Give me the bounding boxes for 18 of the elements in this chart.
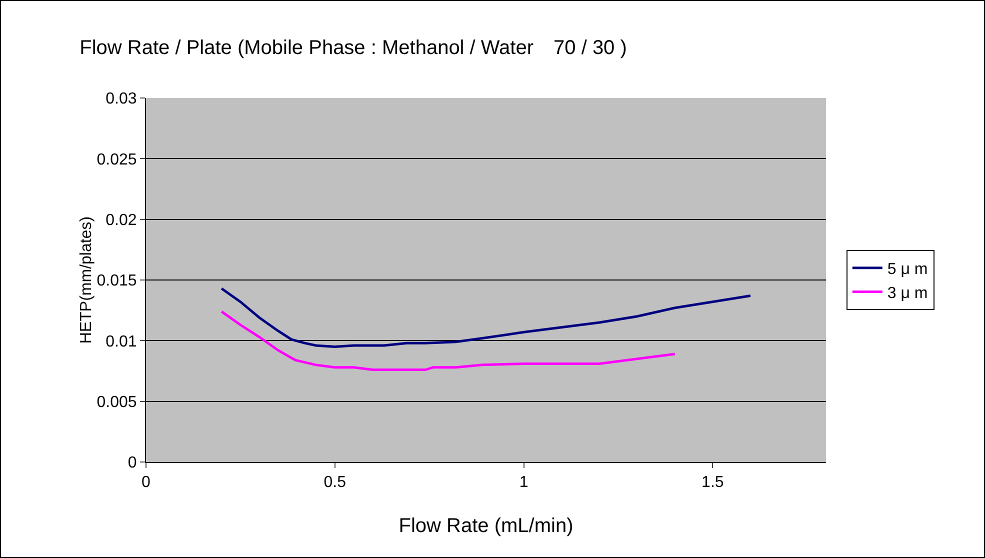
y-tick-label: 0.015 bbox=[96, 272, 137, 290]
legend-label: 3 μ m bbox=[887, 284, 928, 302]
legend-label: 5 μ m bbox=[887, 261, 928, 278]
x-axis-title: Flow Rate (mL/min) bbox=[398, 515, 574, 537]
x-tick-label: 0.5 bbox=[324, 474, 346, 492]
y-tick-label: 0.005 bbox=[96, 394, 137, 411]
y-tick-label: 0.025 bbox=[96, 151, 137, 168]
y-tick-label: 0.03 bbox=[106, 90, 137, 108]
y-tick-label: 0.01 bbox=[106, 333, 137, 350]
x-tick-label: 1 bbox=[519, 474, 528, 492]
y-tick-label: 0 bbox=[128, 454, 137, 472]
line-series bbox=[220, 310, 676, 372]
y-tick-label: 0.02 bbox=[106, 212, 137, 229]
x-tick-label: 0 bbox=[142, 474, 151, 492]
chart-title: Flow Rate / Plate (Mobile Phase : Methanol / Water 70 / 30 ) bbox=[80, 36, 627, 59]
line-series bbox=[220, 287, 752, 348]
x-tick-label: 1.5 bbox=[702, 474, 724, 492]
y-axis-title: HETP(mm/plates) bbox=[78, 216, 95, 344]
